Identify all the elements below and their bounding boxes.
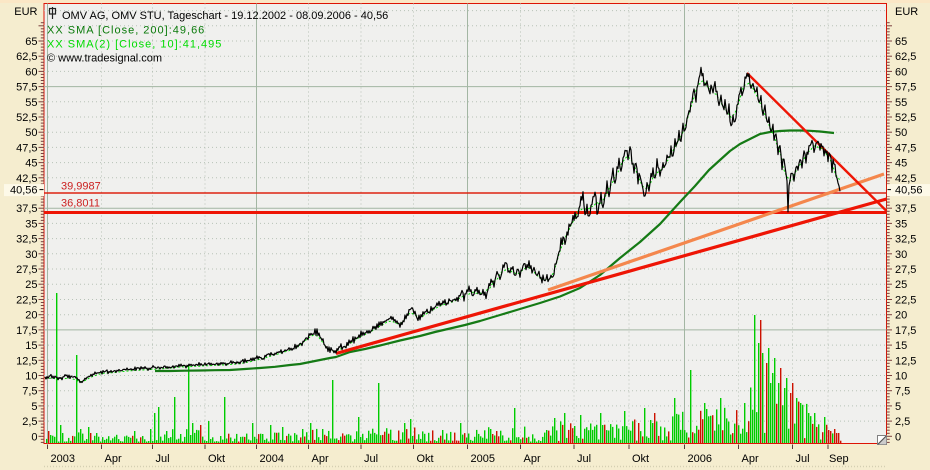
svg-text:Jul: Jul [796,453,810,465]
svg-text:39,9987: 39,9987 [61,181,101,193]
svg-text:15: 15 [895,340,907,352]
svg-text:50: 50 [25,127,37,139]
svg-text:35: 35 [25,218,37,230]
svg-text:22,5: 22,5 [895,295,916,307]
svg-text:52,5: 52,5 [895,112,916,124]
svg-text:EUR: EUR [14,6,37,18]
svg-text:36,8011: 36,8011 [61,198,100,210]
svg-text:17,5: 17,5 [16,325,37,337]
svg-text:7,5: 7,5 [22,386,37,398]
svg-text:EUR: EUR [895,6,918,18]
svg-text:65: 65 [895,36,907,48]
svg-text:© www.tradesignal.com: © www.tradesignal.com [47,53,162,65]
svg-text:25: 25 [895,279,907,291]
svg-text:2003: 2003 [51,453,75,465]
svg-text:42,5: 42,5 [16,173,37,185]
svg-text:57,5: 57,5 [16,82,37,94]
svg-text:0: 0 [895,431,901,443]
svg-text:55: 55 [25,97,37,109]
svg-text:5: 5 [31,401,37,413]
svg-text:20: 20 [25,310,37,322]
svg-text:27,5: 27,5 [895,264,916,276]
svg-text:Jul: Jul [156,453,170,465]
svg-text:Apr: Apr [524,453,541,465]
svg-text:Apr: Apr [105,453,122,465]
svg-text:35: 35 [895,218,907,230]
svg-text:Okt: Okt [632,453,649,465]
svg-text:5: 5 [895,401,901,413]
svg-text:37,5: 37,5 [895,203,916,215]
svg-text:45: 45 [25,158,37,170]
svg-text:12,5: 12,5 [16,355,37,367]
svg-text:2004: 2004 [260,453,284,465]
svg-text:OMV AG, OMV STU, Tageschart -: OMV AG, OMV STU, Tageschart - 19.12.2002… [62,10,388,22]
svg-text:42,5: 42,5 [895,173,916,185]
svg-text:0: 0 [31,431,37,443]
svg-text:37,5: 37,5 [16,203,37,215]
svg-text:2,5: 2,5 [895,416,910,428]
svg-text:XX SMA [Close, 200]:49,66: XX SMA [Close, 200]:49,66 [47,25,205,37]
svg-text:Apr: Apr [312,453,329,465]
svg-text:30: 30 [25,249,37,261]
svg-text:XX SMA(2) [Close, 10]:41,495: XX SMA(2) [Close, 10]:41,495 [47,39,222,51]
svg-text:62,5: 62,5 [16,51,37,63]
svg-text:45: 45 [895,158,907,170]
svg-text:40,56: 40,56 [895,185,923,197]
svg-text:2006: 2006 [688,453,712,465]
svg-text:27,5: 27,5 [16,264,37,276]
svg-text:60: 60 [25,66,37,78]
svg-text:Jul: Jul [364,453,378,465]
svg-text:52,5: 52,5 [16,112,37,124]
svg-text:12,5: 12,5 [895,355,916,367]
svg-text:30: 30 [895,249,907,261]
svg-text:10: 10 [895,371,907,383]
svg-text:62,5: 62,5 [895,51,916,63]
svg-text:20: 20 [895,310,907,322]
svg-text:2,5: 2,5 [22,416,37,428]
svg-text:32,5: 32,5 [16,234,37,246]
svg-text:Apr: Apr [742,453,759,465]
svg-text:50: 50 [895,127,907,139]
svg-text:15: 15 [25,340,37,352]
svg-text:47,5: 47,5 [16,142,37,154]
svg-text:Jul: Jul [577,453,591,465]
svg-text:40,56: 40,56 [10,185,38,197]
svg-text:22,5: 22,5 [16,295,37,307]
svg-text:Sep: Sep [829,453,849,465]
svg-text:Okt: Okt [208,453,225,465]
svg-text:65: 65 [25,36,37,48]
svg-text:10: 10 [25,371,37,383]
svg-text:32,5: 32,5 [895,234,916,246]
svg-text:47,5: 47,5 [895,142,916,154]
svg-text:60: 60 [895,66,907,78]
svg-text:25: 25 [25,279,37,291]
svg-text:57,5: 57,5 [895,82,916,94]
svg-text:2005: 2005 [471,453,495,465]
svg-text:17,5: 17,5 [895,325,916,337]
svg-text:55: 55 [895,97,907,109]
svg-text:7,5: 7,5 [895,386,910,398]
svg-text:Okt: Okt [417,453,434,465]
